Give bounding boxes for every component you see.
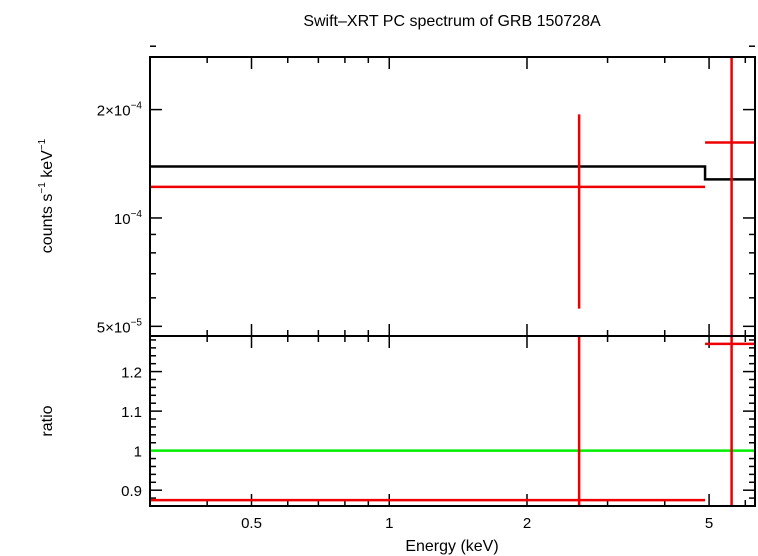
tick-exponent: −4 [131,209,143,220]
spectrum-y-tick-label: 10−4 [114,209,143,228]
ylabel-exp-2: −1 [37,138,48,150]
spectrum-y-tick-label: 5×10−5 [97,317,143,336]
tick-exponent: −5 [131,317,143,328]
tick-mantissa: 2×10 [97,103,131,120]
ratio-series [150,336,755,506]
x-tick-label: 1 [385,515,393,532]
spectrum-series [150,57,755,336]
tick-exponent: −4 [131,101,143,112]
x-tick-label: 2 [523,515,531,532]
spectrum-y-axis-label: counts s−1 keV−1 [37,138,56,253]
tick-mantissa: 10 [114,211,131,228]
spectrum-panel-frame [149,56,756,337]
ylabel-exp-1: −1 [37,182,48,194]
x-tick-label: 0.5 [241,515,262,532]
ratio-y-tick-label: 1 [134,444,142,461]
x-axis-label: Energy (keV) [405,538,498,555]
x-ticks: 0.5 1 2 5 [149,57,747,532]
chart-title: Swift–XRT PC spectrum of GRB 150728A [303,13,601,30]
ratio-y-tick-label: 1.2 [121,365,142,382]
ylabel-kev: keV [39,150,56,182]
ylabel-counts: counts s [39,194,56,254]
ratio-y-tick-label: 1.1 [121,404,142,421]
ratio-y-ticks: 0.9 1 1.1 1.2 [121,339,755,500]
x-tick-label: 5 [705,515,713,532]
spectrum-y-ticks: 5×10−510−42×10−4 [97,45,755,336]
ratio-y-tick-label: 0.9 [121,483,142,500]
spectrum-y-tick-label: 2×10−4 [97,101,143,120]
ratio-y-axis-label: ratio [39,405,56,436]
tick-mantissa: 5×10 [97,319,131,336]
ratio-panel-frame [149,335,756,507]
model-step-line [150,165,755,181]
